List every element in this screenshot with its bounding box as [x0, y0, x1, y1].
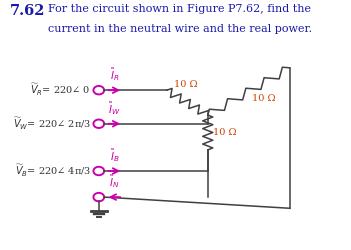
Text: $\widetilde{I}_N$: $\widetilde{I}_N$	[109, 173, 120, 190]
Text: For the circuit shown in Figure P7.62, find the: For the circuit shown in Figure P7.62, f…	[48, 4, 311, 15]
Text: 10 Ω: 10 Ω	[174, 80, 198, 89]
Text: current in the neutral wire and the real power.: current in the neutral wire and the real…	[48, 24, 312, 34]
Text: 7.62: 7.62	[9, 4, 45, 18]
Text: $\widetilde{I}_W$: $\widetilde{I}_W$	[108, 100, 121, 117]
Text: $\widetilde{V}_B$= 220∠ 4π/3: $\widetilde{V}_B$= 220∠ 4π/3	[15, 163, 91, 179]
Text: $\widetilde{I}_R$: $\widetilde{I}_R$	[110, 66, 119, 83]
Text: $\widetilde{V}_W$= 220∠ 2π/3: $\widetilde{V}_W$= 220∠ 2π/3	[13, 116, 91, 132]
Text: $\widetilde{V}_R$= 220∠ 0: $\widetilde{V}_R$= 220∠ 0	[31, 82, 91, 98]
Text: $\widetilde{I}_B$: $\widetilde{I}_B$	[110, 147, 119, 164]
Text: 10 Ω: 10 Ω	[212, 128, 236, 137]
Text: 10 Ω: 10 Ω	[252, 94, 276, 103]
